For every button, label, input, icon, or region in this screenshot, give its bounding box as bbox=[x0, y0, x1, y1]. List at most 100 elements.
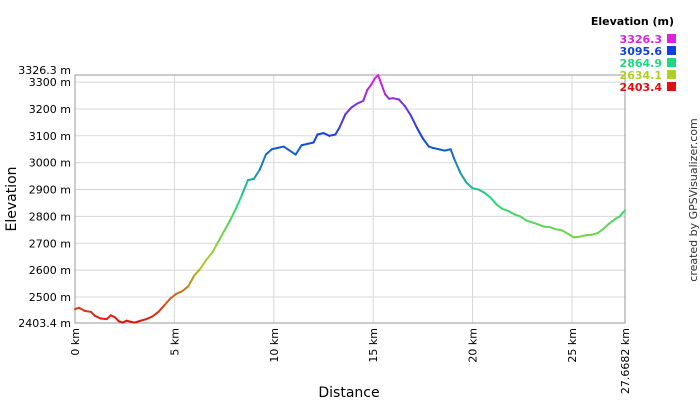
legend-value: 2403.4 bbox=[620, 81, 663, 94]
profile-segment bbox=[187, 274, 196, 288]
profile-segment bbox=[235, 193, 243, 210]
profile-segment bbox=[77, 306, 86, 313]
profile-segment bbox=[223, 219, 232, 233]
profile-segment bbox=[519, 215, 528, 222]
profile-segment bbox=[566, 232, 575, 239]
profile-segment bbox=[199, 258, 208, 270]
profile-segment bbox=[384, 93, 391, 100]
profile-segment bbox=[507, 210, 516, 216]
y-tick-label: 3000 m bbox=[29, 157, 71, 170]
profile-segment bbox=[537, 223, 546, 228]
y-tick-label: 2600 m bbox=[29, 264, 71, 277]
profile-segment bbox=[288, 149, 297, 156]
profile-segment bbox=[572, 235, 581, 239]
profile-segment bbox=[193, 267, 202, 277]
profile-segment bbox=[415, 126, 424, 140]
profile-segment bbox=[294, 144, 303, 156]
legend-swatch bbox=[667, 34, 676, 43]
profile-segment bbox=[83, 310, 92, 313]
legend-title: Elevation (m) bbox=[591, 15, 674, 28]
profile-segment bbox=[561, 229, 569, 235]
legend-value: 2634.1 bbox=[620, 69, 662, 82]
profile-segment bbox=[398, 98, 406, 108]
profile-segment bbox=[145, 315, 154, 321]
profile-segment bbox=[513, 213, 522, 218]
profile-segment bbox=[449, 148, 456, 161]
x-end-label: 27.6682 km bbox=[619, 328, 632, 394]
profile-segment bbox=[175, 290, 184, 295]
profile-segment bbox=[270, 146, 279, 151]
profile-segment bbox=[328, 133, 337, 137]
y-max-label: 3326.3 m bbox=[18, 64, 71, 77]
profile-segment bbox=[322, 132, 331, 137]
legend-swatch bbox=[667, 58, 676, 67]
profile-segment bbox=[380, 82, 387, 96]
profile-segment bbox=[437, 148, 446, 152]
profile-segment bbox=[240, 179, 249, 196]
profile-segment bbox=[489, 196, 498, 206]
profile-segment bbox=[312, 133, 319, 144]
legend-swatch bbox=[667, 70, 676, 79]
profile-segment bbox=[276, 145, 285, 149]
y-min-label: 2403.4 m bbox=[18, 317, 71, 330]
profile-segment bbox=[501, 207, 510, 213]
profile-segment bbox=[157, 304, 166, 313]
profile-segment bbox=[495, 203, 504, 210]
profile-segment bbox=[409, 114, 418, 129]
legend-value: 2864.9 bbox=[620, 57, 662, 70]
profile-segment bbox=[163, 297, 172, 307]
y-tick-label: 3200 m bbox=[29, 103, 71, 116]
y-tick-label: 3300 m bbox=[29, 76, 71, 89]
profile-segment bbox=[356, 99, 365, 105]
y-axis-title: Elevation bbox=[4, 166, 20, 231]
x-tick-label: 10 km bbox=[268, 328, 281, 363]
profile-segment bbox=[555, 228, 564, 232]
grid bbox=[74, 75, 625, 323]
profile-segment bbox=[366, 83, 373, 92]
profile-segment bbox=[246, 177, 255, 182]
x-tick-label: 0 km bbox=[69, 328, 82, 356]
profile-segment bbox=[403, 105, 412, 117]
profile-segment bbox=[477, 188, 486, 194]
profile-segment bbox=[316, 132, 325, 136]
profile-segment bbox=[282, 145, 291, 152]
profile-segment bbox=[93, 314, 102, 320]
profile-segment bbox=[459, 172, 468, 184]
profile-segment bbox=[590, 232, 599, 236]
y-tick-label: 2700 m bbox=[29, 237, 71, 250]
x-tick-label: 25 km bbox=[566, 328, 579, 363]
x-tick-label: 20 km bbox=[467, 328, 480, 363]
profile-segment bbox=[133, 319, 142, 324]
profile-segment bbox=[344, 106, 353, 116]
y-tick-label: 2900 m bbox=[29, 184, 71, 197]
profile-segment bbox=[252, 168, 261, 180]
axes: 2500 m 2600 m 2700 m 2800 m 2900 m 3000 m 3100… bbox=[18, 64, 632, 394]
profile-segment bbox=[211, 240, 220, 254]
profile-segment bbox=[608, 217, 617, 225]
profile-segment bbox=[377, 74, 383, 85]
profile-segment bbox=[258, 153, 267, 171]
profile-segment bbox=[264, 148, 273, 156]
legend-value: 3095.6 bbox=[620, 45, 663, 58]
profile-segment bbox=[139, 318, 148, 322]
profile-segment bbox=[300, 142, 309, 147]
plot-frame bbox=[74, 74, 626, 324]
legend-value: 3326.3 bbox=[620, 33, 662, 46]
profile-segment bbox=[229, 207, 238, 222]
profile-segment bbox=[443, 148, 452, 152]
profile-segment bbox=[350, 102, 359, 109]
profile-segment bbox=[453, 158, 462, 175]
legend-swatch bbox=[667, 82, 676, 91]
profile-segment bbox=[362, 89, 369, 102]
x-axis-title: Distance bbox=[318, 385, 379, 400]
profile-segment bbox=[334, 126, 341, 136]
credit-text: created by GPSVisualizer.com bbox=[687, 118, 700, 281]
profile-segment bbox=[431, 146, 440, 151]
y-tick-label: 3100 m bbox=[29, 130, 71, 143]
elevation-profile bbox=[74, 74, 626, 324]
profile-segment bbox=[421, 137, 430, 148]
y-tick-label: 2800 m bbox=[29, 210, 71, 223]
profile-segment bbox=[471, 187, 480, 191]
profile-segment bbox=[370, 77, 377, 86]
